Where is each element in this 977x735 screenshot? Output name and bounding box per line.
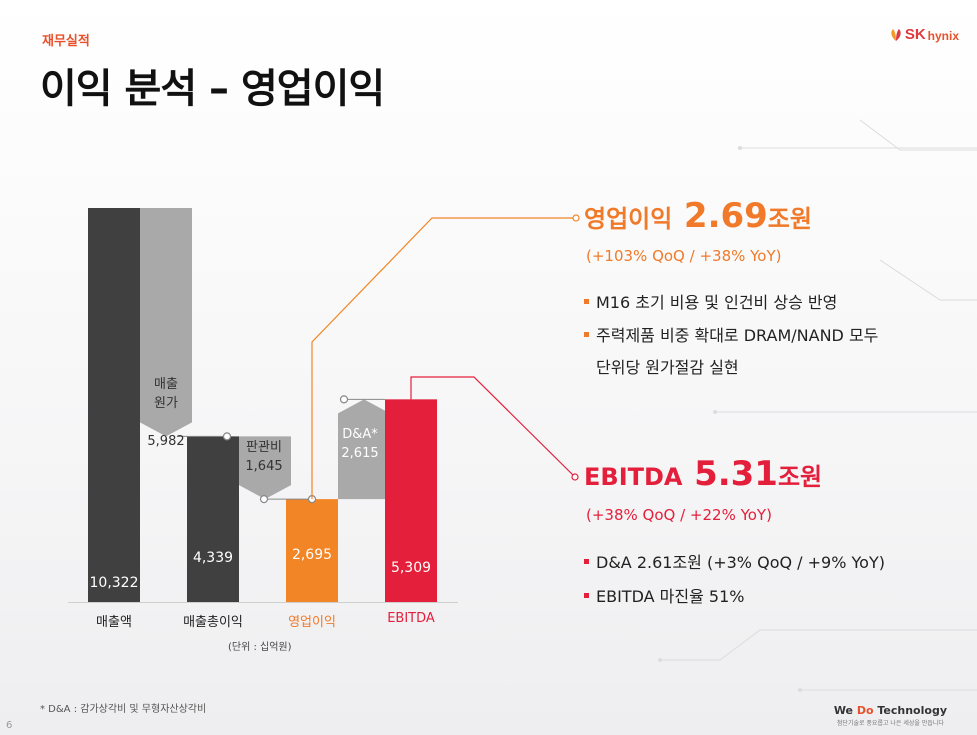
bar-value-ebitda: 5,309 [390, 560, 432, 576]
tagline: We Do Technology 첨단기술로 풍요롭고 나은 세상을 만듭니다 [834, 704, 947, 727]
step-label-da: D&A* 2,615 [336, 425, 384, 463]
operating-profit-bullet-3: 단위당 원가절감 실현 [596, 358, 739, 377]
step-value-cogs: 5,982 [147, 434, 185, 449]
step-bar-sga [239, 436, 291, 500]
tagline-sub: 첨단기술로 풍요롭고 나은 세상을 만듭니다 [836, 720, 944, 727]
step-value-sga: 1,645 [245, 459, 283, 474]
operating-profit-bullet-2: 주력제품 비중 확대로 DRAM/NAND 모두 [584, 322, 878, 346]
step-value-da: 2,615 [341, 446, 379, 461]
connector-dot [259, 495, 269, 504]
bar-gross-profit [187, 436, 239, 602]
footnote: * D&A : 감가상각비 및 무형자산상각비 [40, 704, 207, 715]
tagline-prefix: We [833, 704, 857, 717]
callout-dot-ebitda [571, 473, 579, 481]
page-title: 이익 분석 – 영업이익 [40, 66, 385, 112]
bar-value-revenue: 10,322 [89, 575, 139, 591]
logo-sk-text: SK [904, 26, 926, 43]
ebitda-bullet-1-text: D&A 2.61조원 (+3% QoQ / +9% YoY) [596, 553, 885, 572]
ebitda-bullet-2-text: EBITDA 마진율 51% [596, 587, 745, 606]
step-label-da-text: D&A* [342, 427, 378, 442]
step-label-cogs: 매출 원가 5,982 [140, 356, 192, 451]
bar-operating-profit [286, 499, 338, 602]
operating-profit-bullet-2-text: 주력제품 비중 확대로 DRAM/NAND 모두 [596, 326, 879, 345]
ebitda-label: EBITDA [584, 463, 683, 491]
sk-hynix-logo: SK hynix [889, 26, 959, 43]
bar-value-operating-profit: 2,695 [291, 547, 333, 563]
connector-dot [339, 395, 349, 404]
ebitda-bullet-1: D&A 2.61조원 (+3% QoQ / +9% YoY) [584, 549, 885, 573]
operating-profit-bullet-1-text: M16 초기 비용 및 인건비 상승 반영 [596, 293, 838, 312]
operating-profit-value: 2.69 [683, 196, 768, 236]
ebitda-headline: EBITDA 5.31조원 [584, 454, 822, 494]
logo-hynix-text: hynix [927, 29, 959, 43]
operating-profit-change: (+103% QoQ / +38% YoY) [586, 247, 782, 265]
category-label-ebitda: EBITDA [387, 611, 435, 626]
bar-revenue [88, 208, 140, 602]
bar-value-gross-profit: 4,339 [192, 550, 234, 566]
chart-baseline [68, 602, 458, 603]
step-bar-da [338, 399, 390, 500]
step-label-cogs-text: 매출 원가 [154, 377, 178, 411]
section-label: 재무실적 [42, 34, 90, 49]
category-label-gross-profit: 매출총이익 [183, 615, 243, 630]
category-label-operating-profit: 영업이익 [288, 615, 336, 630]
operating-profit-unit: 조원 [767, 205, 812, 233]
tagline-main: We Do Technology [834, 704, 947, 717]
sk-butterfly-icon [891, 29, 901, 41]
bar-ebitda [385, 399, 437, 602]
operating-profit-bullet-1: M16 초기 비용 및 인건비 상승 반영 [584, 289, 837, 313]
ebitda-value: 5.31 [694, 454, 778, 494]
tagline-highlight: Do [856, 704, 874, 717]
step-label-sga: 판관비 1,645 [238, 438, 290, 476]
connector-dot [222, 432, 232, 441]
operating-profit-headline: 영업이익 2.69조원 [584, 196, 812, 236]
callout-line-operating [311, 217, 576, 500]
step-label-sga-text: 판관비 [246, 440, 282, 455]
chart-unit-label: (단위 : 십억원) [228, 642, 292, 653]
operating-profit-label: 영업이익 [584, 205, 673, 233]
page-number: 6 [6, 720, 13, 731]
ebitda-bullet-2: EBITDA 마진율 51% [584, 583, 744, 607]
ebitda-change: (+38% QoQ / +22% YoY) [586, 506, 772, 524]
ebitda-unit: 조원 [777, 463, 823, 491]
callout-line-ebitda [410, 376, 576, 478]
tagline-suffix: Technology [873, 704, 947, 717]
callout-dot-operating [572, 214, 580, 222]
step-bar-cogs [140, 208, 192, 437]
category-label-revenue: 매출액 [96, 615, 132, 630]
